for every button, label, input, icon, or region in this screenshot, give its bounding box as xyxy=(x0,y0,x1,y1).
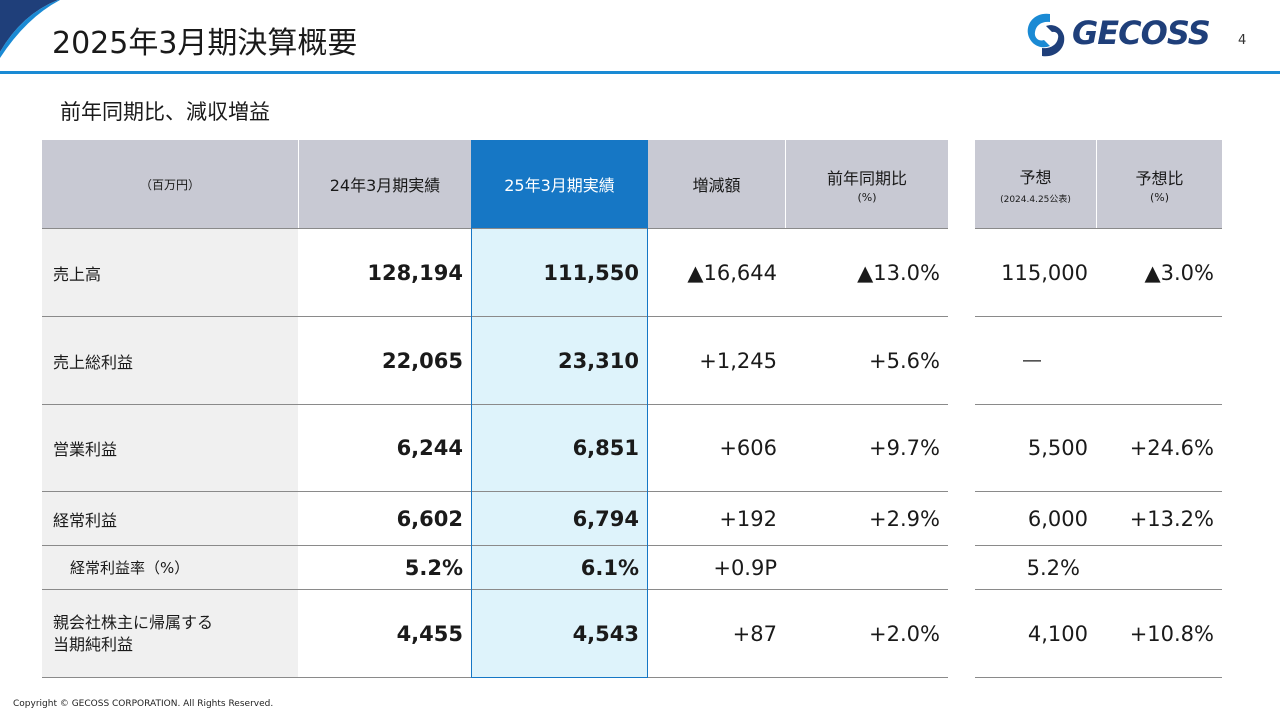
row-divider xyxy=(975,491,1222,492)
row-label-ordinary-margin: 経常利益率（%） xyxy=(42,546,298,589)
row-divider xyxy=(975,316,1222,317)
cell-net-income-prev: 4,455 xyxy=(396,621,463,646)
corner-swoosh-decoration xyxy=(0,0,60,58)
header-vs-forecast: 予想比 (%) xyxy=(1097,140,1222,228)
header-change: 増減額 xyxy=(648,140,785,228)
cell-operating-profit-diff: +606 xyxy=(719,436,777,460)
cell-ordinary-profit-prev: 6,602 xyxy=(396,506,463,531)
cell-gross-profit-curr: 23,310 xyxy=(472,317,647,404)
cell-net-sales-vs-forecast: ▲3.0% xyxy=(1144,260,1214,285)
header-yoy-label: 前年同期比 xyxy=(826,168,907,188)
header-vs-forecast-sub: (%) xyxy=(1149,190,1170,204)
row-label-net-income-line1: 親会社株主に帰属する xyxy=(53,612,214,632)
cell-ordinary-profit-yoy: +2.9% xyxy=(869,506,940,531)
cell-net-income-vs-forecast: +10.8% xyxy=(1129,621,1214,646)
gecoss-logo-icon xyxy=(1027,13,1065,57)
row-divider xyxy=(975,677,1222,678)
row-divider xyxy=(42,491,948,492)
cell-ordinary-margin-vs-forecast xyxy=(1097,546,1222,589)
row-label-net-income: 親会社株主に帰属する 当期純利益 xyxy=(42,590,298,677)
page-number: 4 xyxy=(1238,33,1247,48)
cell-ordinary-margin-diff: +0.9P xyxy=(713,555,777,580)
cell-net-income-diff: +87 xyxy=(732,621,777,646)
cell-ordinary-margin-yoy xyxy=(786,546,948,589)
header-divider xyxy=(0,71,1280,74)
cell-operating-profit-yoy: +9.7% xyxy=(869,436,940,460)
header-forecast-label: 予想 xyxy=(1019,167,1052,187)
cell-gross-profit-yoy: +5.6% xyxy=(869,348,940,373)
cell-net-income-curr: 4,543 xyxy=(472,590,647,677)
cell-net-income-forecast: 4,100 xyxy=(1027,621,1088,646)
header-yoy-sub: (%) xyxy=(857,190,877,204)
cell-ordinary-profit-diff: +192 xyxy=(719,506,777,531)
row-divider xyxy=(975,589,1222,590)
row-divider xyxy=(42,589,948,590)
cell-ordinary-margin-forecast: 5.2% xyxy=(1026,555,1080,580)
header-prev-year-label: 24年3月期実績 xyxy=(329,176,441,195)
header-prev-year: 24年3月期実績 xyxy=(299,140,471,228)
row-label-gross-profit: 売上総利益 xyxy=(42,317,298,404)
row-divider xyxy=(975,545,1222,546)
cell-ordinary-margin-prev: 5.2% xyxy=(404,555,463,580)
row-label-net-sales: 売上高 xyxy=(42,229,298,316)
cell-gross-profit-forecast: ― xyxy=(1023,350,1041,371)
cell-ordinary-profit-forecast: 6,000 xyxy=(1027,506,1088,531)
cell-net-sales-curr: 111,550 xyxy=(472,229,647,316)
cell-net-sales-prev: 128,194 xyxy=(367,260,463,285)
header-current-year-label: 25年3月期実績 xyxy=(504,176,615,195)
header-vs-forecast-label: 予想比 xyxy=(1135,168,1184,188)
header-forecast: 予想 (2024.4.25公表) xyxy=(975,140,1096,228)
cell-gross-profit-prev: 22,065 xyxy=(381,348,463,373)
cell-gross-profit-diff: +1,245 xyxy=(699,348,777,373)
row-label-operating-profit: 営業利益 xyxy=(42,405,298,491)
cell-ordinary-profit-curr: 6,794 xyxy=(472,492,647,545)
row-divider xyxy=(975,404,1222,405)
row-divider xyxy=(42,404,948,405)
cell-operating-profit-curr: 6,851 xyxy=(472,405,647,491)
cell-net-sales-forecast: 115,000 xyxy=(1001,260,1088,285)
page-title: 2025年3月期決算概要 xyxy=(52,26,358,61)
row-divider xyxy=(42,677,948,678)
row-label-net-income-line2: 当期純利益 xyxy=(53,634,134,654)
header-unit-label: （百万円） xyxy=(139,177,200,192)
cell-net-sales-diff: ▲16,644 xyxy=(687,260,777,285)
header-forecast-sub: (2024.4.25公表) xyxy=(1000,194,1071,205)
copyright-footer: Copyright © GECOSS CORPORATION. All Righ… xyxy=(13,699,274,709)
cell-operating-profit-forecast: 5,500 xyxy=(1027,436,1088,460)
cell-ordinary-margin-curr: 6.1% xyxy=(472,546,647,589)
header-yoy: 前年同期比 (%) xyxy=(786,140,948,228)
page-subtitle: 前年同期比、減収増益 xyxy=(60,100,270,124)
header-change-label: 増減額 xyxy=(692,176,741,195)
row-divider xyxy=(42,316,948,317)
header-current-year: 25年3月期実績 xyxy=(472,140,647,228)
row-divider xyxy=(42,545,948,546)
cell-net-income-yoy: +2.0% xyxy=(869,621,940,646)
cell-gross-profit-vs-forecast xyxy=(1097,317,1222,404)
header-unit: （百万円） xyxy=(42,140,298,228)
row-divider xyxy=(975,228,1222,229)
row-label-ordinary-profit: 経常利益 xyxy=(42,492,298,545)
cell-net-sales-yoy: ▲13.0% xyxy=(857,260,940,285)
row-divider xyxy=(42,228,948,229)
cell-operating-profit-vs-forecast: +24.6% xyxy=(1129,436,1214,460)
cell-ordinary-profit-vs-forecast: +13.2% xyxy=(1129,506,1214,531)
cell-operating-profit-prev: 6,244 xyxy=(396,436,463,460)
logo-wordmark: GECOSS xyxy=(1072,14,1211,52)
